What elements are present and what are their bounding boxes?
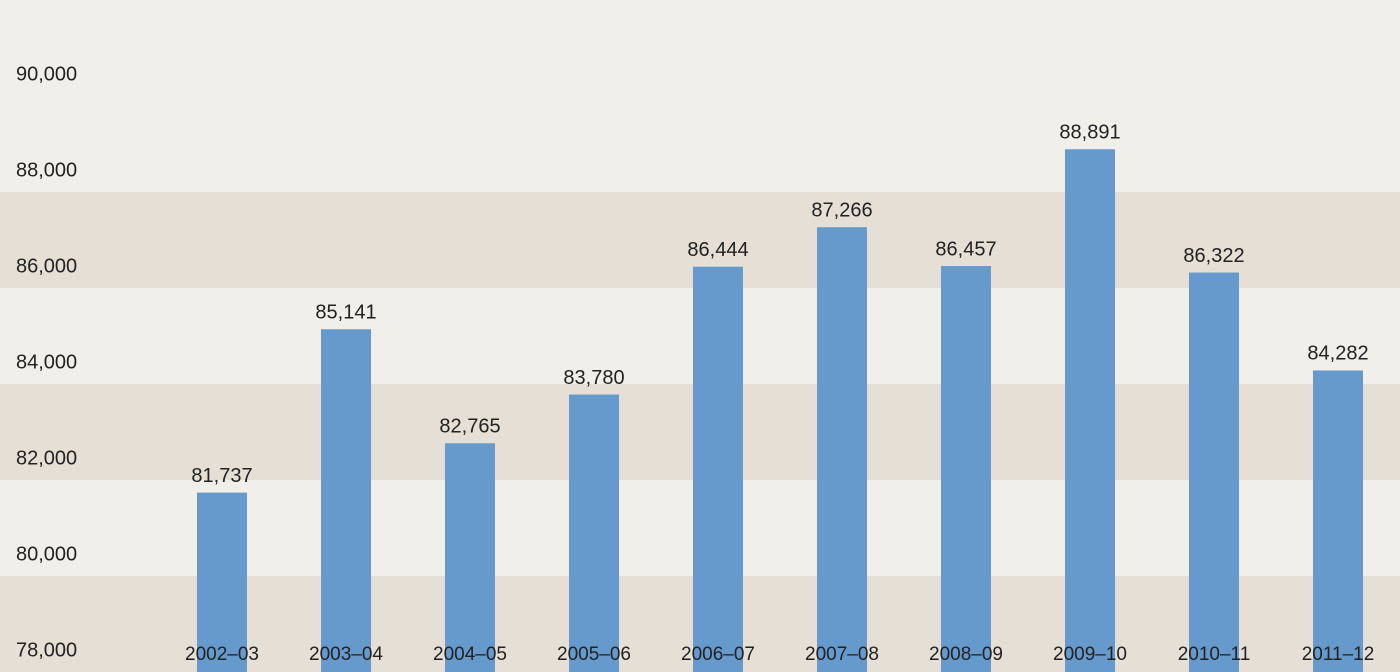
data-label: 86,457 [935, 238, 996, 260]
data-label: 83,780 [563, 367, 624, 389]
bar [693, 266, 743, 672]
x-tick-label: 2005–06 [557, 644, 631, 665]
data-label: 86,322 [1183, 245, 1244, 267]
x-tick-label: 2007–08 [805, 644, 879, 665]
data-label: 84,282 [1307, 343, 1368, 365]
x-tick-label: 2008–09 [929, 644, 1003, 665]
y-tick-label: 78,000 [16, 639, 77, 661]
x-tick-label: 2011–12 [1302, 644, 1375, 665]
data-label: 87,266 [811, 200, 872, 222]
background-band [0, 96, 1400, 192]
bar [1189, 272, 1239, 672]
bar [321, 329, 371, 672]
x-tick-label: 2009–10 [1053, 644, 1127, 665]
bar [1313, 370, 1363, 672]
y-tick-label: 82,000 [16, 447, 77, 469]
bar [197, 492, 247, 672]
y-tick-label: 84,000 [16, 351, 77, 373]
y-tick-label: 80,000 [16, 543, 77, 565]
x-tick-label: 2004–05 [433, 644, 507, 665]
bar [445, 443, 495, 672]
data-label: 88,891 [1059, 122, 1120, 144]
data-label: 81,737 [191, 465, 252, 487]
background-band [0, 0, 1400, 96]
x-tick-label: 2002–03 [185, 644, 259, 665]
bar [569, 394, 619, 672]
y-tick-label: 86,000 [16, 255, 77, 277]
y-tick-label: 88,000 [16, 159, 77, 181]
bar [817, 227, 867, 672]
data-label: 86,444 [687, 239, 748, 261]
x-tick-label: 2003–04 [309, 644, 383, 665]
bar [941, 266, 991, 672]
data-label: 85,141 [315, 302, 376, 324]
x-tick-label: 2010–11 [1178, 644, 1251, 665]
data-label: 82,765 [439, 416, 500, 438]
y-tick-label: 90,000 [16, 63, 77, 85]
bar [1065, 149, 1115, 672]
x-tick-label: 2006–07 [681, 644, 755, 665]
